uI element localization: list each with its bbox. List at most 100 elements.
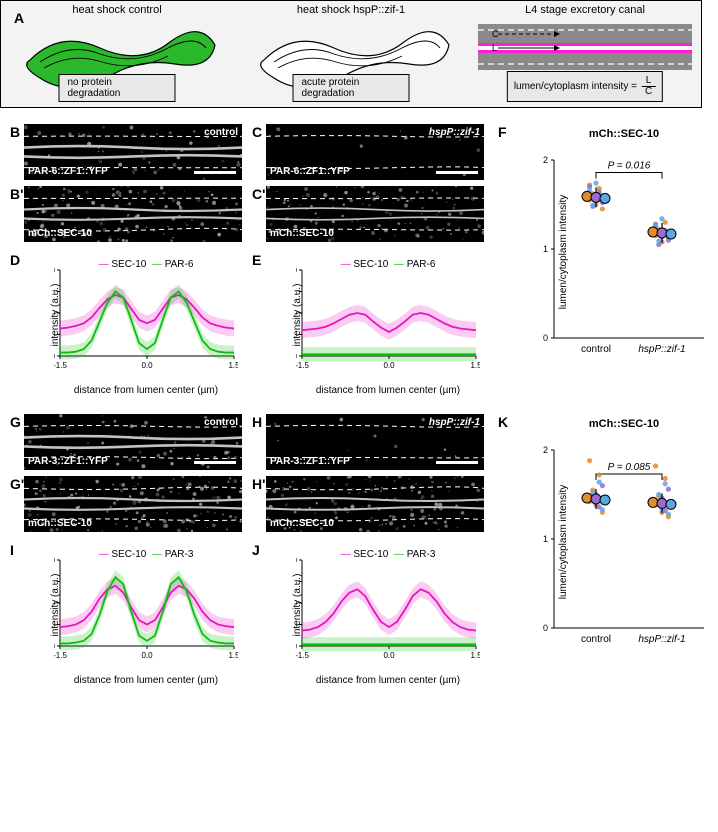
micro-hp-bl: mCh::SEC-10 [270, 518, 334, 529]
svg-text:1: 1 [543, 244, 548, 254]
micro-b-bl: PAR-6::ZF1::YFP [28, 166, 108, 177]
svg-text:0: 0 [543, 623, 548, 633]
svg-text:75: 75 [296, 288, 298, 297]
svg-text:50: 50 [54, 599, 56, 608]
scatter-k: mCh::SEC-10 lumen/cytoplasm intensity 01… [540, 432, 708, 652]
svg-text:1.5: 1.5 [470, 361, 480, 370]
svg-text:-1.5: -1.5 [54, 361, 67, 370]
svg-text:-1.5: -1.5 [296, 361, 309, 370]
micro-cp-bl: mCh::SEC-10 [270, 228, 334, 239]
scalebar-icon [436, 461, 478, 464]
scatter-f-title: mCh::SEC-10 [540, 128, 708, 140]
chart-d-xlabel: distance from lumen center (µm) [54, 385, 238, 396]
svg-text:2: 2 [543, 155, 548, 165]
panel-label-bp: B' [10, 186, 23, 202]
scalebar-icon [436, 171, 478, 174]
svg-text:100: 100 [296, 556, 298, 565]
micro-h-tr: hspP::zif-1 [429, 417, 480, 428]
chart-i: — SEC-10 — PAR-3 intensity (a.u.) distan… [54, 550, 238, 660]
panel-label-e: E [252, 252, 261, 268]
panel-label-i: I [10, 542, 14, 558]
svg-text:0: 0 [54, 642, 56, 651]
svg-text:0.0: 0.0 [141, 361, 153, 370]
micro-gp: mCh::SEC-10 [24, 476, 242, 532]
panel-a-cell1: heat shock control no protein degradatio… [0, 0, 234, 108]
svg-text:25: 25 [296, 621, 298, 630]
svg-text:C: C [492, 29, 499, 39]
scalebar-icon [194, 461, 236, 464]
panel-a-cell2: heat shock hspP::zif-1 acute protein deg… [234, 0, 468, 108]
svg-text:100: 100 [54, 556, 56, 565]
panel-label-cp: C' [252, 186, 265, 202]
svg-text:25: 25 [54, 331, 56, 340]
svg-text:75: 75 [54, 288, 56, 297]
panel-label-k: K [498, 414, 508, 430]
svg-text:50: 50 [296, 599, 298, 608]
panel-label-b: B [10, 124, 20, 140]
svg-text:100: 100 [296, 266, 298, 275]
panel-a-cell3: L4 stage excretory canal C L lumen/cytop… [468, 0, 702, 108]
panel-label-f: F [498, 124, 507, 140]
svg-text:0: 0 [54, 352, 56, 361]
svg-text:25: 25 [296, 331, 298, 340]
svg-text:25: 25 [54, 621, 56, 630]
chart-e: — SEC-10 — PAR-6 intensity (a.u.) distan… [296, 260, 480, 370]
panel-label-a: A [14, 10, 24, 26]
svg-text:50: 50 [296, 309, 298, 318]
chart-j-xlabel: distance from lumen center (µm) [296, 675, 480, 686]
svg-text:1: 1 [543, 534, 548, 544]
scatter-k-title: mCh::SEC-10 [540, 418, 708, 430]
svg-text:-1.5: -1.5 [296, 651, 309, 660]
micro-g-tr: control [204, 417, 238, 428]
micro-h: hspP::zif-1 PAR-3::ZF1::YFP [266, 414, 484, 470]
svg-text:control: control [581, 344, 611, 355]
micro-bp: mCh::SEC-10 [24, 186, 242, 242]
svg-text:control: control [581, 634, 611, 645]
micro-b: control PAR-6::ZF1::YFP [24, 124, 242, 180]
chart-d: — SEC-10 — PAR-6 intensity (a.u.) distan… [54, 260, 238, 370]
cell2-box: acute protein degradation [293, 74, 410, 102]
eq-lhs: lumen/cytoplasm intensity = [514, 81, 637, 92]
svg-text:L: L [492, 43, 497, 53]
panel-label-h: H [252, 414, 262, 430]
svg-text:hspP::zif-1: hspP::zif-1 [638, 634, 685, 645]
svg-text:2: 2 [543, 445, 548, 455]
panel-label-gp: G' [10, 476, 24, 492]
svg-text:75: 75 [296, 578, 298, 587]
eq-box: lumen/cytoplasm intensity = L C [507, 71, 663, 102]
svg-text:0: 0 [543, 333, 548, 343]
svg-text:0.0: 0.0 [141, 651, 153, 660]
svg-text:P = 0.085: P = 0.085 [608, 462, 651, 473]
micro-gp-bl: mCh::SEC-10 [28, 518, 92, 529]
micro-h-bl: PAR-3::ZF1::YFP [270, 456, 350, 467]
cell1-box: no protein degradation [59, 74, 176, 102]
svg-text:hspP::zif-1: hspP::zif-1 [638, 344, 685, 355]
micro-b-tr: control [204, 127, 238, 138]
micro-c-bl: PAR-6::ZF1::YFP [270, 166, 350, 177]
micro-cp: mCh::SEC-10 [266, 186, 484, 242]
micro-bp-bl: mCh::SEC-10 [28, 228, 92, 239]
svg-text:0: 0 [296, 352, 298, 361]
chart-e-xlabel: distance from lumen center (µm) [296, 385, 480, 396]
eq-den: C [641, 87, 656, 97]
scatter-f: mCh::SEC-10 lumen/cytoplasm intensity 01… [540, 142, 708, 362]
panel-label-j: J [252, 542, 260, 558]
canal-diagram: C L [478, 24, 692, 70]
panel-label-d: D [10, 252, 20, 268]
panel-a: heat shock control no protein degradatio… [0, 0, 702, 108]
svg-text:1.5: 1.5 [228, 361, 238, 370]
chart-j: — SEC-10 — PAR-3 intensity (a.u.) distan… [296, 550, 480, 660]
panel-label-g: G [10, 414, 21, 430]
svg-text:0.0: 0.0 [383, 361, 395, 370]
svg-text:100: 100 [54, 266, 56, 275]
cell3-title: L4 stage excretory canal [468, 4, 702, 16]
svg-text:P = 0.016: P = 0.016 [608, 160, 651, 171]
svg-text:0.0: 0.0 [383, 651, 395, 660]
chart-i-xlabel: distance from lumen center (µm) [54, 675, 238, 686]
micro-hp: mCh::SEC-10 [266, 476, 484, 532]
panel-label-hp: H' [252, 476, 265, 492]
svg-text:0: 0 [296, 642, 298, 651]
micro-c-tr: hspP::zif-1 [429, 127, 480, 138]
panel-label-c: C [252, 124, 262, 140]
micro-g-bl: PAR-3::ZF1::YFP [28, 456, 108, 467]
